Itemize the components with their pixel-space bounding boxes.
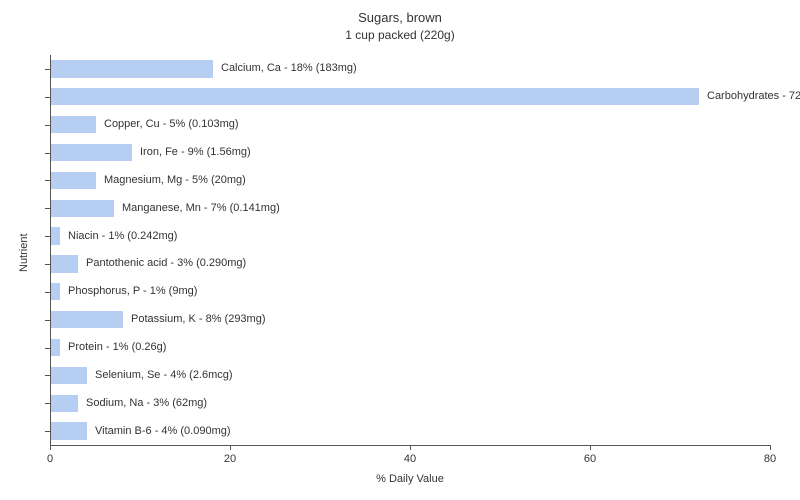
x-tick-label: 40 xyxy=(390,453,430,465)
nutrient-bar xyxy=(51,172,96,189)
nutrient-bar-label: Iron, Fe - 9% (1.56mg) xyxy=(140,146,251,158)
x-tick-label: 20 xyxy=(210,453,250,465)
x-tick xyxy=(590,445,591,450)
y-tick xyxy=(45,431,50,432)
nutrient-bar xyxy=(51,395,78,412)
nutrient-bar xyxy=(51,422,87,439)
nutrient-bar xyxy=(51,227,60,244)
x-tick xyxy=(770,445,771,450)
y-tick xyxy=(45,375,50,376)
nutrient-bar xyxy=(51,283,60,300)
nutrient-bar xyxy=(51,311,123,328)
y-axis-label: Nutrient xyxy=(18,233,30,272)
x-tick-label: 60 xyxy=(570,453,610,465)
nutrient-bar xyxy=(51,200,114,217)
nutrient-bar xyxy=(51,367,87,384)
x-tick-label: 0 xyxy=(30,453,70,465)
nutrient-bar-label: Niacin - 1% (0.242mg) xyxy=(68,230,177,242)
nutrient-bar xyxy=(51,116,96,133)
y-tick xyxy=(45,153,50,154)
nutrient-bar-label: Pantothenic acid - 3% (0.290mg) xyxy=(86,257,246,269)
plot-area: Calcium, Ca - 18% (183mg)Carbohydrates -… xyxy=(50,55,771,446)
nutrient-bar xyxy=(51,339,60,356)
y-tick xyxy=(45,180,50,181)
nutrient-bar xyxy=(51,88,699,105)
nutrient-bar xyxy=(51,144,132,161)
y-tick xyxy=(45,236,50,237)
nutrient-bar xyxy=(51,255,78,272)
y-tick xyxy=(45,125,50,126)
nutrient-bar-label: Sodium, Na - 3% (62mg) xyxy=(86,397,207,409)
nutrient-bar-label: Calcium, Ca - 18% (183mg) xyxy=(221,62,357,74)
y-tick xyxy=(45,208,50,209)
y-tick xyxy=(45,264,50,265)
x-axis-label: % Daily Value xyxy=(50,473,770,485)
y-tick xyxy=(45,69,50,70)
x-tick-label: 80 xyxy=(750,453,790,465)
nutrient-bar-label: Selenium, Se - 4% (2.6mcg) xyxy=(95,369,233,381)
nutrient-bar-label: Carbohydrates - 72% (215.80g) xyxy=(707,90,800,102)
nutrient-bar xyxy=(51,60,213,77)
y-tick xyxy=(45,403,50,404)
nutrient-bar-label: Phosphorus, P - 1% (9mg) xyxy=(68,285,197,297)
chart-title-line2: 1 cup packed (220g) xyxy=(0,28,800,42)
x-tick xyxy=(230,445,231,450)
nutrient-bar-label: Copper, Cu - 5% (0.103mg) xyxy=(104,118,239,130)
y-tick xyxy=(45,292,50,293)
nutrient-bar-label: Magnesium, Mg - 5% (20mg) xyxy=(104,174,246,186)
nutrient-bar-label: Manganese, Mn - 7% (0.141mg) xyxy=(122,202,280,214)
y-tick xyxy=(45,348,50,349)
nutrient-bar-label: Vitamin B-6 - 4% (0.090mg) xyxy=(95,425,231,437)
nutrient-bar-label: Protein - 1% (0.26g) xyxy=(68,341,166,353)
x-tick xyxy=(410,445,411,450)
y-tick xyxy=(45,320,50,321)
x-tick xyxy=(50,445,51,450)
y-tick xyxy=(45,97,50,98)
chart-title-line1: Sugars, brown xyxy=(0,10,800,25)
nutrient-chart: Sugars, brown 1 cup packed (220g) Nutrie… xyxy=(0,0,800,500)
nutrient-bar-label: Potassium, K - 8% (293mg) xyxy=(131,313,266,325)
